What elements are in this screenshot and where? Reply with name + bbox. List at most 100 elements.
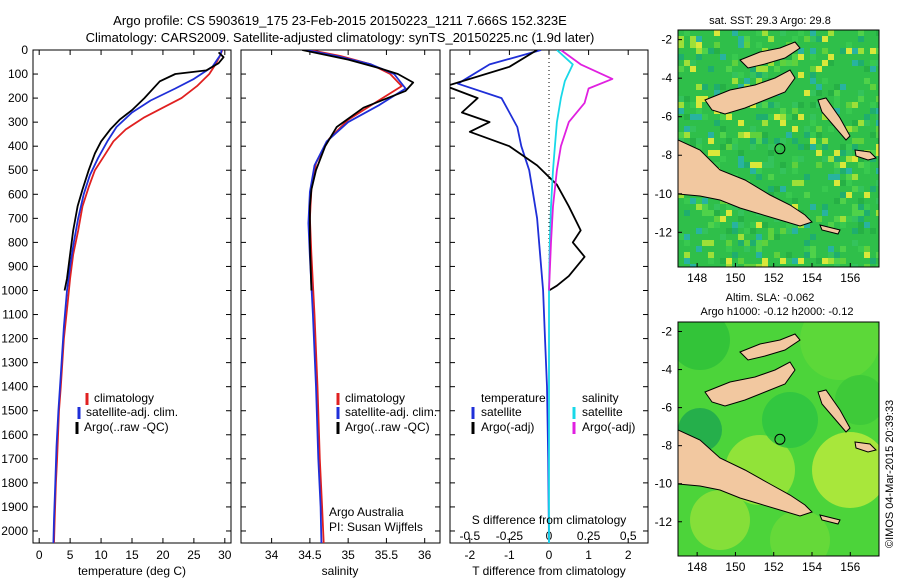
sst-pixel: [810, 120, 816, 126]
sst-pixel: [732, 138, 738, 144]
sst-pixel: [768, 228, 774, 234]
sst-pixel: [696, 114, 702, 120]
sst-pixel: [750, 132, 756, 138]
x-tick-label: -2: [464, 548, 475, 562]
series-line-s-satellite: [548, 50, 574, 543]
sst-pixel: [720, 144, 726, 150]
salinity-series: [302, 50, 415, 543]
sst-pixel: [810, 252, 816, 258]
sst-pixel: [858, 36, 864, 42]
sst-map-title: sat. SST: 29.3 Argo: 29.8: [709, 15, 831, 27]
sst-pixel: [804, 90, 810, 96]
sst-pixel: [720, 234, 726, 240]
sst-pixel: [798, 114, 804, 120]
s-diff-tick-label: -0.5: [459, 529, 480, 543]
sst-pixel: [822, 156, 828, 162]
sst-pixel: [846, 180, 852, 186]
sst-pixel: [822, 114, 828, 120]
sst-pixel: [750, 258, 756, 264]
sst-pixel: [858, 162, 864, 168]
sst-pixel: [714, 84, 720, 90]
sst-pixel: [684, 60, 690, 66]
sst-pixel: [834, 174, 840, 180]
sst-pixel: [738, 162, 744, 168]
sst-pixel: [756, 264, 762, 267]
sst-pixel: [690, 102, 696, 108]
map-lon-label: 154: [802, 271, 822, 285]
sst-pixel: [864, 192, 870, 198]
sst-pixel: [870, 186, 876, 192]
sst-pixel: [864, 114, 870, 120]
sst-pixel: [714, 90, 720, 96]
sst-pixel: [846, 126, 852, 132]
sst-pixel: [858, 222, 864, 228]
map-lon-label: 154: [802, 560, 822, 574]
sst-pixel: [726, 66, 732, 72]
sst-pixel: [714, 234, 720, 240]
sst-pixel: [792, 108, 798, 114]
sst-pixel: [720, 84, 726, 90]
sst-pixel: [864, 210, 870, 216]
sst-pixel: [834, 150, 840, 156]
sst-pixel: [864, 246, 870, 252]
sst-pixel: [678, 192, 684, 198]
map-lon-label: 150: [725, 560, 745, 574]
sst-pixel: [822, 138, 828, 144]
sst-pixel: [732, 228, 738, 234]
sst-pixel: [876, 144, 879, 150]
sla-map-subtitle: Argo h1000: -0.12 h2000: -0.12: [701, 306, 854, 318]
s-difference-x-axis: -0.5 -0.25 0 0.25 0.5: [459, 529, 636, 543]
sst-pixel: [828, 90, 834, 96]
sst-pixel: [762, 30, 768, 36]
series-line-climatology: [308, 50, 403, 543]
sst-pixel: [714, 150, 720, 156]
sst-pixel: [720, 54, 726, 60]
sst-pixel: [744, 78, 750, 84]
sst-pixel: [756, 162, 762, 168]
sst-pixel: [726, 240, 732, 246]
sst-pixel: [684, 258, 690, 264]
sst-pixel: [738, 246, 744, 252]
sst-pixel: [834, 108, 840, 114]
sst-pixel: [870, 48, 876, 54]
sst-pixel: [816, 108, 822, 114]
sst-pixel: [762, 240, 768, 246]
sst-pixel: [720, 228, 726, 234]
sst-pixel: [750, 168, 756, 174]
sst-pixel: [738, 234, 744, 240]
sst-pixel: [726, 138, 732, 144]
map-lat-label: -8: [661, 148, 672, 162]
sla-anomaly-blob: [690, 490, 750, 550]
x-tick-label: 20: [156, 548, 170, 562]
legend-label-t-argo: Argo(-adj): [481, 420, 534, 434]
map-lon-label: 152: [764, 560, 784, 574]
header-line2: Climatology: CARS2009. Satellite-adjuste…: [86, 30, 595, 45]
sst-pixel: [726, 204, 732, 210]
sst-pixel: [708, 72, 714, 78]
sst-pixel: [696, 36, 702, 42]
sst-pixel: [762, 72, 768, 78]
sst-pixel: [858, 228, 864, 234]
s-diff-tick-label: 0.5: [620, 529, 637, 543]
x-tick-label: 2: [625, 548, 632, 562]
sst-pixel: [696, 216, 702, 222]
sla-map-axes: 148 150 152 154 156 -2 -4 -6 -8 -10 -12: [655, 325, 861, 574]
sst-pixel: [720, 126, 726, 132]
sst-pixel: [750, 126, 756, 132]
sst-pixel: [774, 144, 780, 150]
sst-pixel: [762, 132, 768, 138]
sst-pixel: [732, 252, 738, 258]
sst-pixel: [768, 102, 774, 108]
sst-pixel: [696, 84, 702, 90]
sst-pixel: [846, 150, 852, 156]
sst-pixel: [810, 30, 816, 36]
map-lat-label: -6: [661, 110, 672, 124]
sst-pixel: [822, 48, 828, 54]
sst-pixel: [822, 78, 828, 84]
depth-tick-label: 1300: [1, 356, 28, 370]
sst-pixel: [846, 168, 852, 174]
x-tick-label: 25: [187, 548, 201, 562]
sst-pixel: [804, 174, 810, 180]
sla-anomaly-field: [678, 322, 879, 556]
